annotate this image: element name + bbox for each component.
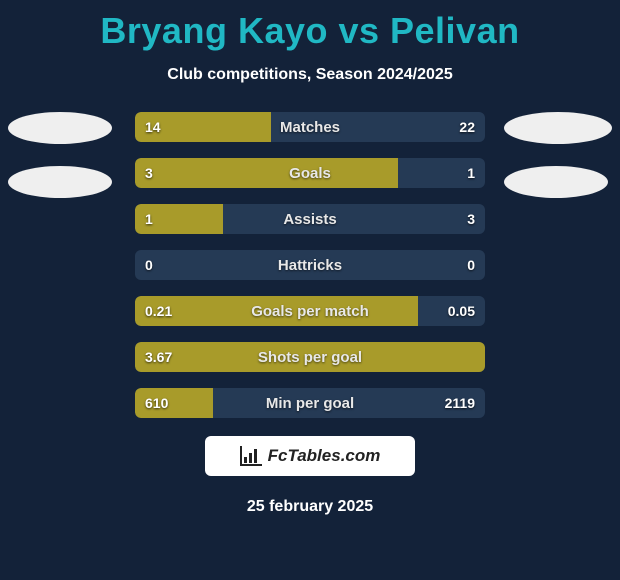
player-left-logos bbox=[8, 112, 112, 220]
comparison-panel: 1422Matches 31Goals 13Assists 0 0Hattricks 0.… bbox=[0, 112, 620, 418]
chart-icon bbox=[240, 446, 262, 466]
stat-row: 6102119Min per goal bbox=[135, 388, 485, 418]
team-logo-placeholder bbox=[8, 112, 112, 144]
team-logo-placeholder bbox=[8, 166, 112, 198]
player-right-logos bbox=[504, 112, 612, 220]
stat-value-right: 3 bbox=[457, 204, 485, 234]
team-logo-placeholder bbox=[504, 112, 612, 144]
stat-row: 1422Matches bbox=[135, 112, 485, 142]
stat-label: Hattricks bbox=[135, 250, 485, 280]
stat-value-right: 22 bbox=[449, 112, 485, 142]
stat-fill-left bbox=[135, 296, 418, 326]
stat-value-left: 0 bbox=[135, 250, 163, 280]
team-logo-placeholder bbox=[504, 166, 608, 198]
source-badge: FcTables.com bbox=[205, 436, 415, 476]
stat-fill-left bbox=[135, 388, 213, 418]
stat-value-right: 0 bbox=[457, 250, 485, 280]
stat-fill-left bbox=[135, 158, 398, 188]
stat-fill-left bbox=[135, 342, 485, 372]
stat-value-right: 2119 bbox=[435, 388, 485, 418]
stat-bars: 1422Matches 31Goals 13Assists 0 0Hattricks 0.… bbox=[135, 112, 485, 418]
page-title: Bryang Kayo vs Pelivan bbox=[0, 0, 620, 52]
stat-value-right: 1 bbox=[457, 158, 485, 188]
date-label: 25 february 2025 bbox=[0, 498, 620, 516]
stat-row: 0.210.05Goals per match bbox=[135, 296, 485, 326]
stat-row: 3.67Shots per goal bbox=[135, 342, 485, 372]
stat-fill-left bbox=[135, 204, 223, 234]
stat-fill-left bbox=[135, 112, 271, 142]
stat-row: 0 0Hattricks bbox=[135, 250, 485, 280]
stat-row: 13Assists bbox=[135, 204, 485, 234]
subtitle: Club competitions, Season 2024/2025 bbox=[0, 66, 620, 84]
stat-value-right: 0.05 bbox=[438, 296, 485, 326]
source-label: FcTables.com bbox=[268, 446, 381, 466]
stat-row: 31Goals bbox=[135, 158, 485, 188]
